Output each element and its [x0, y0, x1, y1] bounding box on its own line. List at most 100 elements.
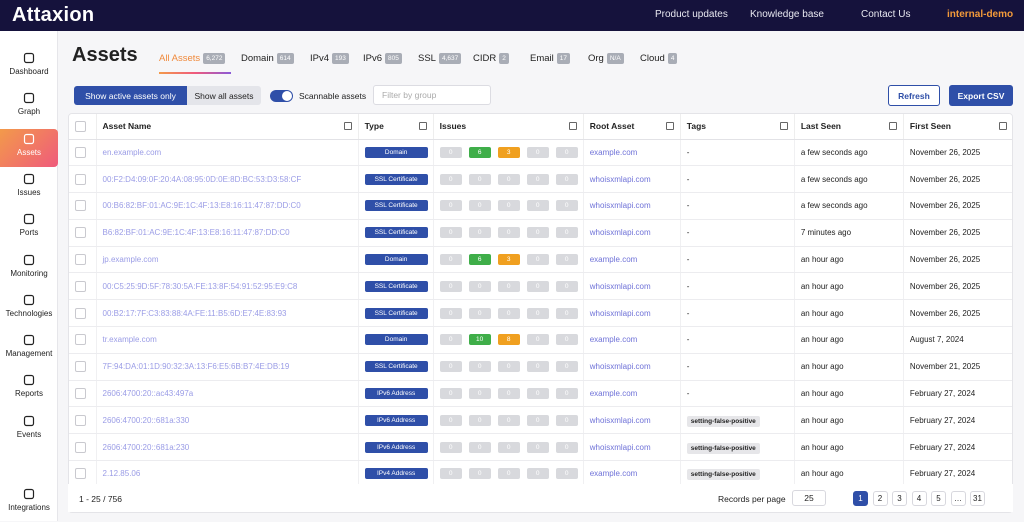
nav-item[interactable]: Dashboard [0, 48, 58, 86]
filter-icon[interactable] [568, 122, 577, 130]
row-checkbox[interactable] [75, 227, 86, 239]
tab[interactable]: SSL 4,637 [418, 53, 462, 64]
asset-name[interactable]: 2606:4700:20::681a:230 [96, 433, 359, 462]
row-checkbox[interactable] [75, 361, 86, 373]
row-checkbox[interactable] [75, 388, 86, 400]
nav-item[interactable]: Technologies [0, 290, 58, 328]
asset-tags: - [680, 165, 795, 194]
root-asset[interactable]: example.com [583, 326, 681, 354]
page-button[interactable]: 4 [911, 491, 927, 506]
column-title[interactable]: Tags [686, 121, 706, 132]
asset-name[interactable]: en.example.com [96, 139, 359, 167]
tab[interactable]: CIDR 2 [473, 53, 509, 64]
row-checkbox[interactable] [75, 254, 86, 266]
issue-count: 3 [497, 254, 520, 266]
column-title[interactable]: Type [364, 121, 384, 132]
user-menu[interactable]: internal-demo [947, 9, 1014, 20]
page-button[interactable]: 3 [892, 491, 907, 506]
column-title[interactable]: Issues [439, 121, 467, 132]
tab[interactable]: Cloud 4 [640, 53, 678, 64]
asset-name[interactable]: 00:C5:25:9D:5F:78:30:5A:FE:13:8F:54:91:5… [96, 272, 359, 301]
page-button[interactable]: 5 [931, 491, 946, 506]
column-title[interactable]: Last Seen [800, 121, 841, 132]
root-asset[interactable]: whoisxmlapi.com [583, 406, 681, 435]
tab[interactable]: Email 17 [530, 53, 570, 64]
page-button[interactable]: 1 [853, 491, 868, 506]
row-checkbox[interactable] [75, 307, 86, 319]
top-bar: Attaxion Product updates Knowledge base Co… [0, 0, 1024, 31]
asset-name[interactable]: 2606:4700:20::ac43:497a [96, 380, 359, 408]
row-checkbox[interactable] [75, 441, 86, 453]
filter-icon[interactable] [665, 122, 674, 130]
logo[interactable]: Attaxion [12, 4, 95, 26]
nav-item[interactable]: Monitoring [0, 250, 58, 288]
filter-icon[interactable] [418, 122, 427, 130]
root-asset[interactable]: whoisxmlapi.com [583, 433, 681, 462]
row-checkbox[interactable] [75, 414, 86, 426]
nav-item[interactable]: Integrations [0, 484, 58, 522]
root-asset[interactable]: whoisxmlapi.com [583, 192, 681, 220]
asset-name[interactable]: B6:82:BF:01:AC:9E:1C:4F:13:E8:16:11:47:8… [96, 219, 359, 247]
column-title[interactable]: First Seen [909, 121, 951, 132]
prev-page[interactable] [835, 491, 850, 506]
tab[interactable]: IPv6 805 [363, 53, 402, 64]
issue-count: 0 [468, 414, 491, 426]
nav-item[interactable]: Management [0, 330, 58, 368]
asset-name[interactable]: tr.example.com [96, 326, 359, 354]
asset-name[interactable]: 2606:4700:20::681a:330 [96, 406, 359, 435]
nav-item[interactable]: Graph [0, 88, 58, 126]
root-asset[interactable]: example.com [583, 246, 681, 274]
row-checkbox[interactable] [75, 280, 86, 292]
nav-item[interactable]: Assets [0, 128, 58, 167]
nav-label: Graph [17, 107, 41, 117]
header-link[interactable]: Contact Us [861, 9, 911, 20]
row-checkbox[interactable] [75, 200, 86, 212]
select-all[interactable] [75, 120, 86, 132]
root-asset[interactable]: example.com [583, 139, 681, 167]
nav-item[interactable]: Ports [0, 209, 58, 247]
root-asset[interactable]: whoisxmlapi.com [583, 353, 681, 381]
page-button[interactable]: … [950, 491, 966, 506]
column-title[interactable]: Root Asset [589, 121, 635, 132]
root-asset[interactable]: whoisxmlapi.com [583, 299, 681, 328]
nav-item[interactable]: Reports [0, 370, 58, 408]
nav-item[interactable]: Issues [0, 169, 58, 207]
group-filter[interactable]: Filter by group [373, 85, 491, 105]
asset-name[interactable]: 00:B6:82:BF:01:AC:9E:1C:4F:13:E8:16:11:4… [96, 192, 359, 220]
root-asset[interactable]: example.com [583, 380, 681, 408]
export-button[interactable]: Export CSV [949, 85, 1013, 106]
tab[interactable]: Org N/A [588, 53, 624, 64]
tab[interactable]: All Assets 6,272 [159, 53, 226, 64]
next-page[interactable] [992, 491, 1007, 506]
filter-icon[interactable] [779, 122, 788, 130]
asset-name[interactable]: 00:F2:D4:09:0F:20:4A:08:95:0D:0E:8D:BC:5… [96, 165, 359, 194]
asset-name[interactable]: 7F:94:DA:01:1D:90:32:3A:13:F6:E5:6B:B7:4… [96, 353, 359, 381]
row-checkbox[interactable] [75, 146, 86, 158]
asset-name[interactable]: 00:B2:17:7F:C3:83:88:4A:FE:11:B5:6D:E7:4… [96, 299, 359, 328]
filter-icon[interactable] [888, 122, 897, 130]
root-asset[interactable]: whoisxmlapi.com [583, 219, 681, 247]
row-checkbox[interactable] [75, 468, 86, 480]
tab[interactable]: Domain 614 [241, 53, 294, 64]
row-checkbox[interactable] [75, 334, 86, 346]
root-asset[interactable]: whoisxmlapi.com [583, 272, 681, 301]
refresh-button[interactable]: Refresh [888, 85, 940, 106]
page-button[interactable]: 31 [970, 491, 985, 506]
root-asset[interactable]: example.com [583, 460, 681, 488]
nav-item[interactable]: Events [0, 411, 58, 449]
page-button[interactable]: 2 [872, 491, 888, 506]
issue-count: 0 [468, 280, 491, 292]
column-title[interactable]: Asset Name [102, 121, 152, 132]
all-assets-button[interactable]: Show all assets [187, 86, 261, 105]
filter-icon[interactable] [999, 122, 1007, 130]
active-only-button[interactable]: Show active assets only [74, 86, 187, 105]
header-link[interactable]: Product updates [655, 9, 728, 20]
asset-name[interactable]: jp.example.com [96, 246, 359, 274]
tab[interactable]: IPv4 193 [310, 53, 349, 64]
filter-icon[interactable] [343, 122, 352, 130]
records-select[interactable]: 25 [792, 490, 826, 506]
row-checkbox[interactable] [75, 173, 86, 185]
root-asset[interactable]: whoisxmlapi.com [583, 165, 681, 194]
scannable-toggle[interactable] [270, 90, 293, 102]
header-link[interactable]: Knowledge base [750, 9, 824, 20]
